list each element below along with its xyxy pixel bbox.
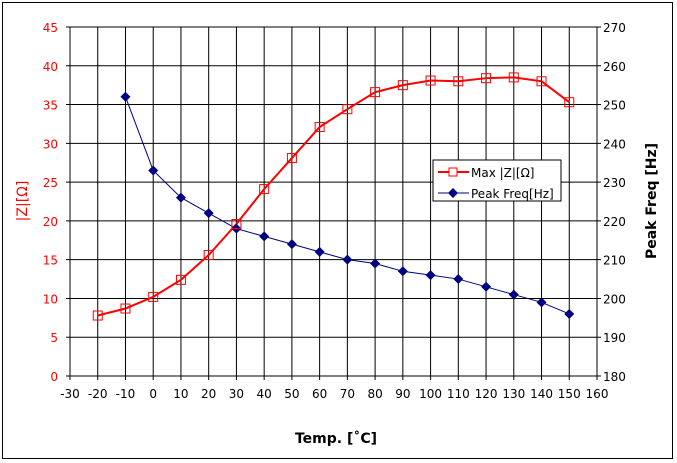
- x-tick-label: 160: [586, 387, 609, 401]
- x-tick-label: 70: [340, 387, 355, 401]
- freq-point: [397, 266, 408, 277]
- freq-point: [370, 258, 381, 269]
- x-tick-label: 80: [367, 387, 382, 401]
- freq-point: [259, 231, 270, 242]
- impedance-point: [481, 73, 492, 84]
- impedance-point: [397, 80, 408, 91]
- impedance-point: [231, 218, 242, 229]
- y2-tick-label: 240: [603, 137, 626, 151]
- chart-border: [2, 2, 673, 459]
- impedance-point: [342, 104, 353, 115]
- y2-tick-label: 210: [603, 254, 626, 268]
- impedance-point: [259, 184, 270, 195]
- x-tick-label: 120: [475, 387, 498, 401]
- freq-point: [508, 289, 519, 300]
- impedance-point: [286, 153, 297, 164]
- freq-point: [564, 308, 575, 319]
- impedance-point: [453, 76, 464, 87]
- freq-point: [148, 165, 159, 176]
- x-tick-label: -20: [88, 387, 108, 401]
- impedance-point: [508, 72, 519, 83]
- y-tick-label: 10: [43, 292, 58, 306]
- impedance-point: [425, 75, 436, 86]
- x-tick-label: 10: [173, 387, 188, 401]
- freq-point: [175, 192, 186, 203]
- y-tick-label: 25: [43, 176, 58, 190]
- freq-point: [314, 246, 325, 257]
- y2-tick-label: 190: [603, 331, 626, 345]
- x-tick-label: 0: [149, 387, 157, 401]
- impedance-point: [370, 87, 381, 98]
- y2-axis-label: Peak Freq [Hz]: [644, 143, 660, 259]
- y2-tick-label: 200: [603, 292, 626, 306]
- x-tick-label: 140: [530, 387, 553, 401]
- x-tick-label: 30: [229, 387, 244, 401]
- legend-freq-label: Peak Freq[Hz]: [471, 187, 554, 201]
- freq-point: [536, 297, 547, 308]
- freq-point: [286, 239, 297, 250]
- y-tick-label: 30: [43, 137, 58, 151]
- freq-point: [342, 254, 353, 265]
- y-tick-label: 5: [50, 331, 58, 345]
- freq-point: [481, 281, 492, 292]
- x-tick-label: 40: [257, 387, 272, 401]
- y-tick-label: 0: [50, 370, 58, 384]
- legend-impedance-marker: [448, 167, 458, 177]
- y2-tick-label: 180: [603, 370, 626, 384]
- x-tick-label: 110: [447, 387, 470, 401]
- y-axis-label: |Z|[Ω]: [15, 181, 31, 222]
- x-tick-label: 50: [284, 387, 299, 401]
- y2-tick-label: 220: [603, 215, 626, 229]
- x-tick-label: 90: [395, 387, 410, 401]
- impedance-point: [148, 291, 159, 302]
- y2-tick-label: 260: [603, 60, 626, 74]
- legend-freq-marker: [448, 188, 458, 198]
- impedance-point: [175, 274, 186, 285]
- impedance-point: [92, 310, 103, 321]
- impedance-point: [314, 122, 325, 133]
- y-tick-label: 40: [43, 60, 58, 74]
- y-tick-label: 15: [43, 254, 58, 268]
- x-tick-label: 60: [312, 387, 327, 401]
- freq-point: [120, 91, 131, 102]
- x-tick-label: 100: [419, 387, 442, 401]
- y2-tick-label: 230: [603, 176, 626, 190]
- y2-tick-label: 270: [603, 21, 626, 35]
- x-axis-label: Temp. [˚C]: [295, 430, 377, 447]
- x-tick-label: 130: [502, 387, 525, 401]
- x-tick-label: -10: [116, 387, 136, 401]
- freq-point: [203, 208, 214, 219]
- impedance-point: [536, 76, 547, 87]
- freq-point: [425, 270, 436, 281]
- y-tick-label: 20: [43, 215, 58, 229]
- x-tick-label: 20: [201, 387, 216, 401]
- plot-area: [69, 26, 598, 377]
- x-tick-label: 150: [558, 387, 581, 401]
- freq-point: [453, 274, 464, 285]
- impedance-point: [120, 303, 131, 314]
- x-tick-label: -30: [60, 387, 80, 401]
- impedance-point: [564, 97, 575, 108]
- impedance-point: [203, 250, 214, 261]
- legend-impedance-label: Max |Z|[Ω]: [471, 166, 534, 180]
- y2-tick-label: 250: [603, 99, 626, 113]
- y-tick-label: 35: [43, 99, 58, 113]
- y-tick-label: 45: [43, 21, 58, 35]
